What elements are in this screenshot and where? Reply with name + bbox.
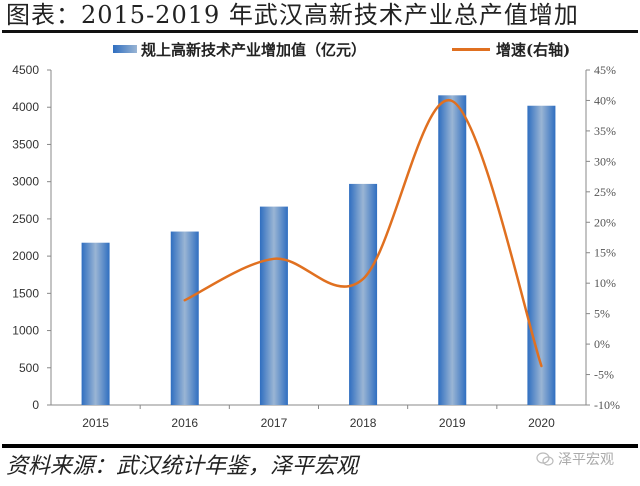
right-tick-label: 40% [594,93,616,107]
bar [349,183,378,405]
right-tick-label: 5% [594,307,610,321]
left-tick-label: 2500 [12,212,39,226]
right-tick-label: 10% [594,276,616,290]
bar-swatch-icon [113,45,137,53]
watermark-text: 泽平宏观 [558,451,614,467]
bar [438,95,467,406]
chart-title: 图表：2015-2019 年武汉高新技术产业总产值增加 [6,1,579,29]
legend-item-bar: 规上高新技术产业增加值（亿元） [113,38,366,60]
right-tick-label: 0% [594,337,610,351]
left-tick-label: 1500 [12,286,39,300]
left-tick-label: 1000 [12,324,39,338]
left-tick-label: 0 [32,398,39,412]
x-tick-label: 2015 [82,416,109,430]
legend-item-line: 增速(右轴) [452,38,570,60]
right-tick-label: -10% [594,398,620,412]
legend-bar-label: 规上高新技术产业增加值（亿元） [141,40,367,59]
right-tick-label: 15% [594,246,616,260]
right-tick-label: -5% [594,368,614,382]
x-tick-label: 2017 [261,416,288,430]
right-y-axis: -10% -5% 0% 5% 10% 15% 20% 25% 30% 35% 40% 45% [585,63,620,412]
x-tick-label: 2019 [439,416,466,430]
watermark: 泽平宏观 [536,449,614,469]
left-y-axis: 0 500 1000 1500 2000 2500 3000 3500 4000 4500 [12,63,52,412]
left-tick-label: 2000 [12,249,39,263]
bar [81,242,110,405]
chart-plot: 0 500 1000 1500 2000 2500 3000 3500 4000 4500 -10… [12,63,620,430]
source-note: 资料来源：武汉统计年鉴，泽平宏观 [6,454,359,479]
right-tick-label: 25% [594,185,616,199]
bar [527,105,556,405]
left-tick-label: 4000 [12,100,39,114]
x-tick-label: 2020 [528,416,555,430]
x-tick-label: 2018 [350,416,377,430]
right-tick-label: 45% [594,63,616,77]
bar [170,231,199,405]
right-tick-label: 35% [594,124,616,138]
bar-series [81,95,556,406]
right-tick-label: 20% [594,215,616,229]
left-tick-label: 4500 [12,63,39,77]
growth-line [183,99,543,368]
wechat-icon [536,452,554,466]
left-tick-label: 500 [19,361,39,375]
legend-line-label: 增速(右轴) [496,40,571,59]
left-tick-label: 3500 [12,137,39,151]
bar [259,206,288,405]
left-tick-label: 3000 [12,175,39,189]
x-tick-label: 2016 [171,416,198,430]
x-axis: 2015 2016 2017 2018 2019 2020 [51,404,586,430]
right-tick-label: 30% [594,154,616,168]
line-series [183,99,543,368]
bottom-divider [2,444,638,448]
line-swatch-icon [452,47,490,51]
legend: 规上高新技术产业增加值（亿元） 增速(右轴) [0,38,640,60]
top-divider [2,30,638,33]
